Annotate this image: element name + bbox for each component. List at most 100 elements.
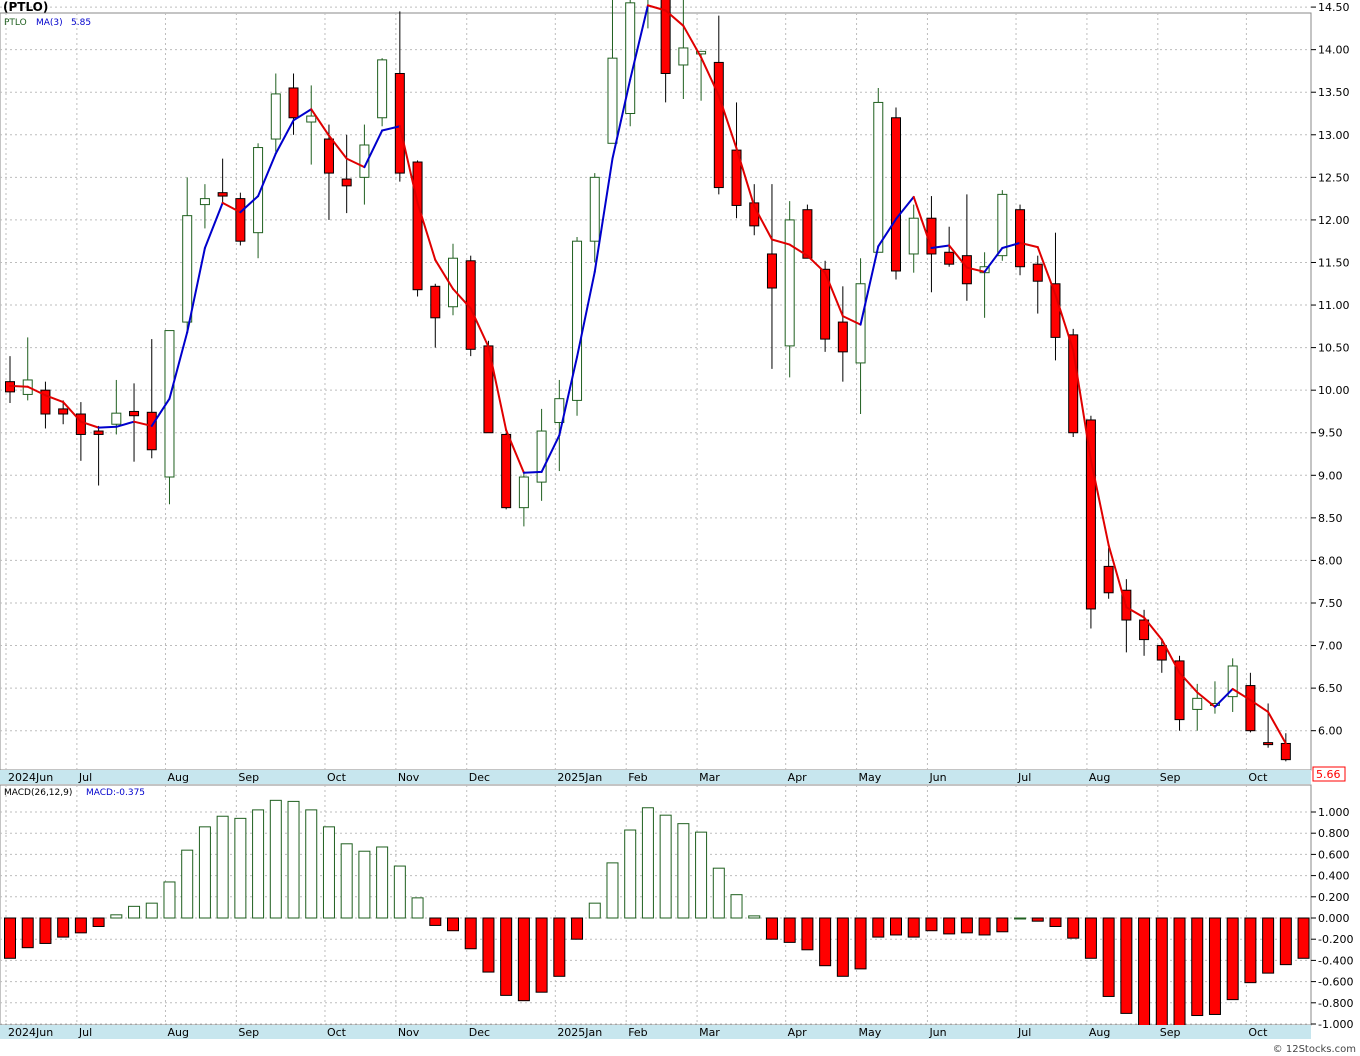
ma3-segment xyxy=(416,201,437,261)
macd-bar-negative xyxy=(571,917,584,940)
candle-body-up xyxy=(359,144,370,178)
macd-bar-negative xyxy=(1102,917,1115,997)
ma3-segment xyxy=(700,56,720,97)
macd-bar-negative xyxy=(1155,917,1168,1028)
macd-bar-negative xyxy=(996,917,1009,933)
candle-body-down xyxy=(1015,209,1026,268)
macd-bar-positive xyxy=(624,829,637,919)
candle-body-down xyxy=(766,253,777,289)
candle-body-up xyxy=(518,476,529,509)
candlestick-series xyxy=(5,0,1291,762)
price-tick-label: 8.00 xyxy=(1318,554,1343,567)
ma3-segment xyxy=(310,108,330,137)
candle xyxy=(1245,672,1256,733)
macd-x-axis-bar xyxy=(0,1025,1311,1039)
ma3-segment xyxy=(540,434,561,473)
candle xyxy=(111,379,122,435)
macd-bar-positive xyxy=(163,881,176,919)
ma3-segment xyxy=(221,201,242,214)
ma3-segment xyxy=(735,147,756,208)
price-x-label: Oct xyxy=(327,771,347,784)
candle-body-down xyxy=(465,260,476,350)
price-x-label: Aug xyxy=(167,771,188,784)
macd-x-label: Jun xyxy=(928,1026,946,1039)
macd-x-label: Jul xyxy=(1017,1026,1031,1039)
candle xyxy=(253,143,264,259)
macd-x-label: Apr xyxy=(788,1026,808,1039)
price-x-label: Jul xyxy=(78,771,92,784)
ma3-segment xyxy=(133,420,153,427)
macd-tick-label: 0.200 xyxy=(1318,891,1350,904)
candle-body-down xyxy=(713,61,724,189)
candle-body-down xyxy=(1050,283,1061,338)
candle xyxy=(1085,415,1096,629)
candle xyxy=(306,85,317,165)
macd-bar-positive xyxy=(677,823,690,919)
price-x-label: 2024Jun xyxy=(8,771,53,784)
macd-bar-positive xyxy=(181,849,194,919)
macd-x-label: Aug xyxy=(167,1026,188,1039)
ma3-segment xyxy=(558,355,579,437)
ma3-segment xyxy=(1072,349,1092,461)
candle xyxy=(536,408,547,501)
candle-body-down xyxy=(394,72,405,174)
macd-x-label: Sep xyxy=(238,1026,259,1039)
ma3-segment xyxy=(150,397,171,427)
macd-tick-label: 0.000 xyxy=(1318,912,1350,925)
macd-bar-negative xyxy=(783,917,796,943)
macd-bar-positive xyxy=(340,843,353,919)
price-tick-label: 11.00 xyxy=(1318,299,1350,312)
ma3-segment xyxy=(1267,710,1287,745)
price-x-label: Dec xyxy=(469,771,490,784)
candle xyxy=(572,236,583,416)
macd-tick-label: -0.800 xyxy=(1318,997,1353,1010)
price-x-label: Aug xyxy=(1089,771,1110,784)
ma3-segment xyxy=(79,420,100,429)
candle xyxy=(607,0,618,144)
ma3-segment xyxy=(62,401,82,423)
candle xyxy=(820,260,831,352)
candle-body-up xyxy=(678,47,689,66)
macd-bar-positive xyxy=(234,817,247,919)
ma3-segment xyxy=(381,125,401,132)
price-x-label: Sep xyxy=(238,771,259,784)
ma3-segment xyxy=(788,243,809,257)
price-x-label: May xyxy=(859,771,882,784)
candle-body-down xyxy=(1085,419,1096,610)
macd-bar-negative xyxy=(819,917,832,967)
candle-body-down xyxy=(129,410,140,417)
price-tick-label: 12.50 xyxy=(1318,171,1350,184)
candle-body-up xyxy=(784,219,795,347)
candle-body-down xyxy=(891,117,901,272)
ma3-segment xyxy=(9,384,29,388)
candle-body-down xyxy=(1103,565,1114,594)
candle xyxy=(377,58,388,127)
macd-tick-label: 0.400 xyxy=(1318,870,1350,883)
candle xyxy=(1015,204,1026,276)
chart-title: (PTLO) xyxy=(3,0,48,14)
macd-x-label: Oct xyxy=(1248,1026,1268,1039)
price-x-axis-labels: 2024Jun Jul Aug Sep Oct Nov Dec 2025Jan Feb Mar Ap… xyxy=(8,771,1268,784)
macd-bar-negative xyxy=(890,917,902,936)
macd-bar-positive xyxy=(641,807,654,919)
price-tick-label: 6.00 xyxy=(1318,725,1343,738)
macd-bar-positive xyxy=(1014,917,1027,920)
candle-body-up xyxy=(607,57,618,144)
candle xyxy=(1103,547,1114,599)
ma3-segment xyxy=(948,244,968,269)
price-x-label: Oct xyxy=(1248,771,1268,784)
ma3-segment xyxy=(1213,687,1234,708)
ma3-segment xyxy=(576,270,596,358)
candle-body-up xyxy=(306,115,317,123)
macd-bar-negative xyxy=(765,917,778,940)
macd-x-label: 2024Jun xyxy=(8,1026,53,1039)
macd-bar-positive xyxy=(588,902,601,919)
candle-body-down xyxy=(341,178,352,187)
macd-bar-negative xyxy=(801,917,814,951)
candle-body-down xyxy=(837,321,848,353)
macd-bar-positive xyxy=(269,799,282,919)
macd-bar-positive xyxy=(712,867,725,919)
candle xyxy=(1032,255,1043,314)
candle xyxy=(1227,658,1238,712)
candle xyxy=(784,201,795,378)
